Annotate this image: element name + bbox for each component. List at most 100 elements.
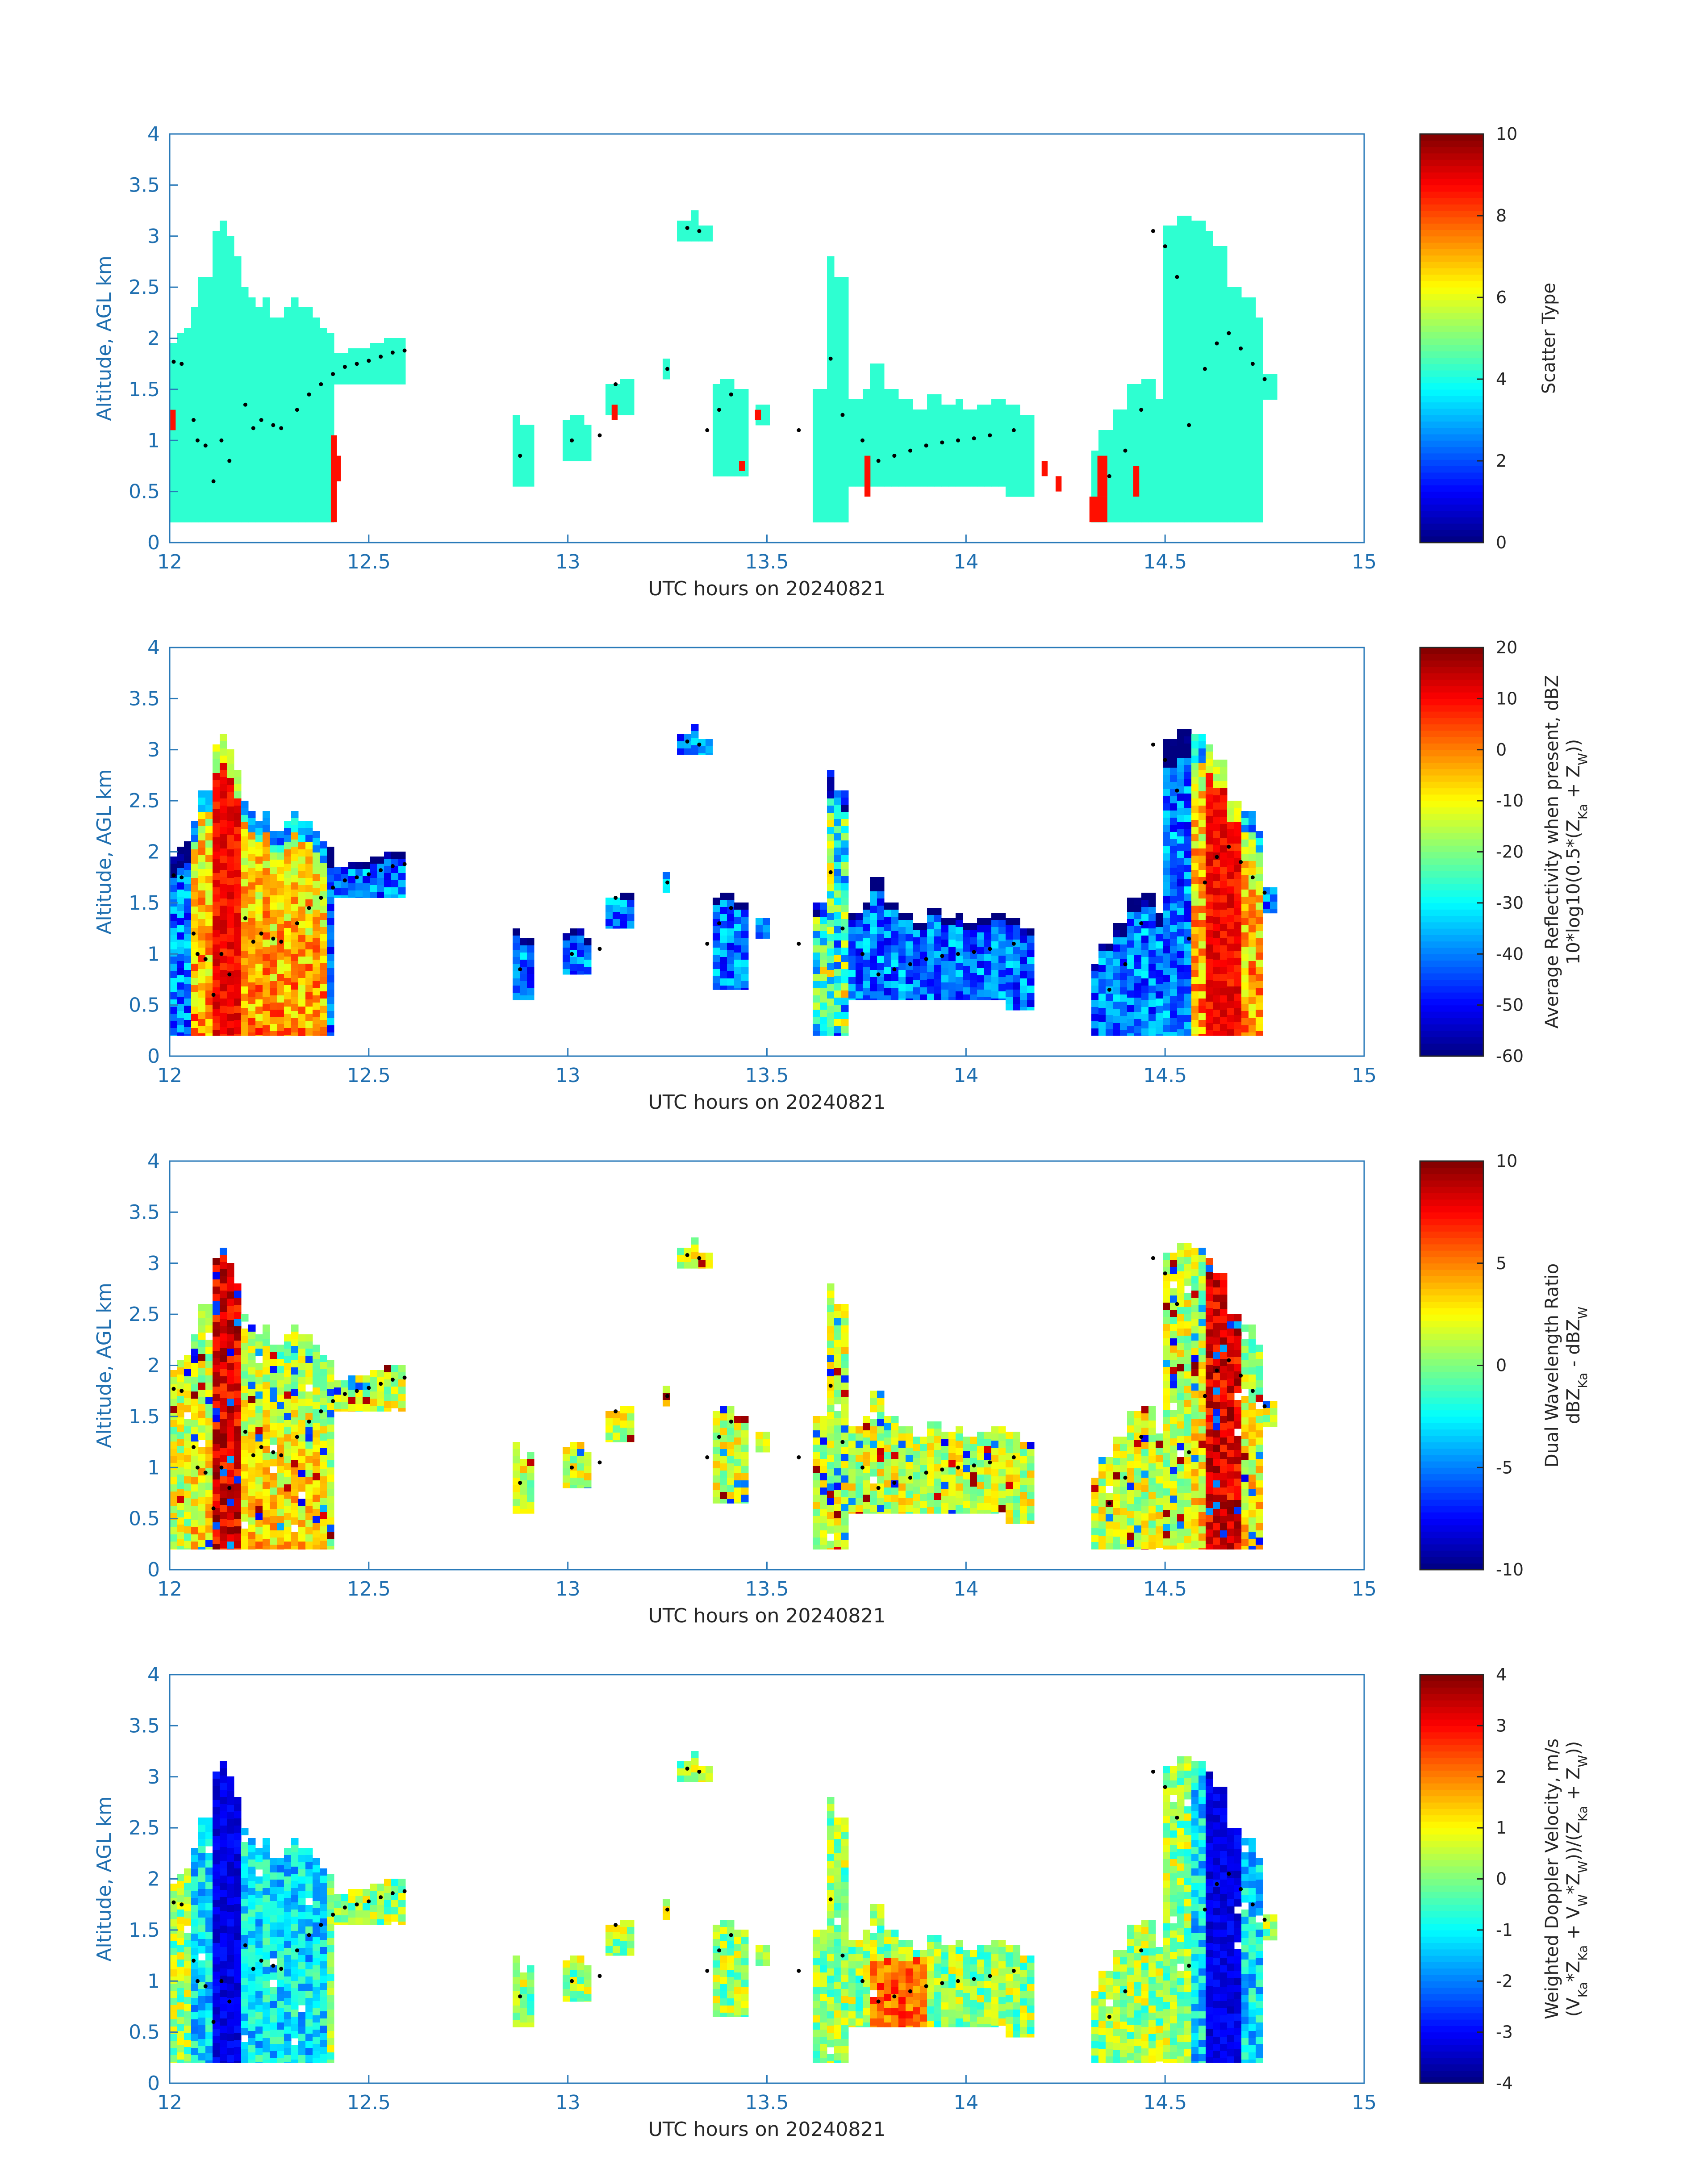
heatmap-cell	[284, 486, 292, 493]
heatmap-cell	[220, 313, 227, 321]
heatmap-cell	[956, 485, 963, 487]
heatmap-cell	[856, 927, 863, 935]
heatmap-cell	[270, 403, 277, 411]
heatmap-cell	[1184, 915, 1192, 923]
heatmap-cell	[998, 421, 1006, 428]
heatmap-cell	[513, 415, 520, 422]
heatmap-cell	[205, 427, 213, 435]
colorbar-swatch	[1420, 536, 1483, 543]
heatmap-cell	[220, 1355, 227, 1362]
x-tick-label: 12	[157, 551, 182, 573]
heatmap-cell	[313, 518, 320, 522]
heatmap-cell	[284, 379, 292, 386]
heatmap-cell	[1113, 474, 1120, 481]
heatmap-cell	[220, 521, 227, 522]
heatmap-cell	[1191, 863, 1199, 870]
heatmap-cell	[191, 892, 199, 900]
heatmap-cell	[970, 452, 977, 460]
heatmap-cell	[813, 503, 820, 511]
melting-layer-dot	[243, 402, 247, 407]
heatmap-cell	[241, 466, 249, 473]
heatmap-cell	[234, 891, 242, 899]
melting-layer-dot	[1011, 941, 1016, 946]
heatmap-cell	[205, 341, 213, 349]
heatmap-cell	[927, 908, 935, 915]
heatmap-cell	[1241, 469, 1249, 476]
heatmap-cell	[998, 406, 1006, 414]
heatmap-cell	[570, 443, 577, 451]
heatmap-cell	[1020, 1007, 1027, 1011]
heatmap-cell	[834, 990, 842, 998]
heatmap-cell	[1170, 961, 1178, 968]
heatmap-cell	[1206, 231, 1213, 238]
heatmap-cells	[170, 210, 1278, 522]
heatmap-cell	[191, 1384, 199, 1392]
heatmap-cell	[1134, 441, 1142, 449]
scatter-type-patch	[611, 405, 618, 420]
heatmap-cell	[1013, 1004, 1020, 1011]
heatmap-cell	[827, 777, 835, 785]
heatmap-cell	[1163, 975, 1170, 982]
heatmap-cell	[198, 890, 206, 898]
heatmap-cell	[698, 746, 706, 754]
heatmap-cell	[1134, 427, 1142, 435]
melting-layer-dot	[1175, 788, 1179, 793]
heatmap-cell	[198, 455, 206, 463]
heatmap-cell	[220, 478, 227, 485]
heatmap-cell	[191, 1499, 199, 1506]
heatmap-cell	[1120, 495, 1128, 503]
heatmap-cell	[734, 389, 742, 397]
heatmap-cell	[220, 392, 227, 400]
heatmap-cell	[198, 1026, 206, 1034]
heatmap-cell	[220, 235, 227, 242]
heatmap-cell	[727, 408, 735, 415]
heatmap-cell	[270, 988, 277, 996]
heatmap-cell	[170, 914, 177, 921]
colorbar-swatch	[1420, 338, 1483, 345]
heatmap-cell	[263, 904, 270, 911]
heatmap-cell	[1199, 442, 1206, 450]
heatmap-cell	[227, 1356, 234, 1363]
heatmap-cell	[827, 471, 835, 478]
heatmap-cell	[284, 1035, 292, 1036]
heatmap-cell	[627, 900, 635, 907]
heatmap-cell	[398, 338, 406, 346]
heatmap-cell	[398, 852, 406, 859]
heatmap-cell	[370, 857, 377, 864]
heatmap-cell	[198, 1418, 206, 1426]
panel-dwr: 12 12.5 13 13.5 14 14.5 1500.511.522.533.54UTC…	[93, 1150, 1590, 1627]
heatmap-cell	[220, 464, 227, 471]
heatmap-cell	[1220, 460, 1228, 468]
heatmap-cell	[1170, 989, 1178, 997]
heatmap-cell	[1148, 429, 1156, 437]
heatmap-cell	[1191, 1027, 1199, 1035]
heatmap-cell	[298, 357, 306, 365]
heatmap-cell	[1184, 380, 1192, 388]
heatmap-cell	[1213, 953, 1220, 960]
heatmap-cell	[298, 871, 306, 878]
heatmap-cell	[198, 1304, 206, 1312]
heatmap-cell	[913, 438, 920, 446]
heatmap-cell	[327, 340, 334, 348]
heatmap-cell	[1241, 1025, 1249, 1033]
heatmap-cell	[284, 364, 292, 372]
colorbar-label: Scatter Type	[1539, 283, 1559, 394]
heatmap-cell	[213, 923, 220, 931]
heatmap-cell	[1091, 986, 1099, 993]
heatmap-cell	[227, 871, 234, 878]
heatmap-cell	[1134, 434, 1142, 442]
heatmap-cell	[1206, 452, 1213, 460]
heatmap-cell	[720, 971, 727, 979]
heatmap-cell	[884, 439, 892, 447]
heatmap-cell	[1213, 988, 1220, 996]
heatmap-cell	[213, 1351, 220, 1358]
heatmap-cell	[827, 913, 835, 920]
heatmap-cell	[1199, 841, 1206, 849]
heatmap-cell	[841, 819, 849, 827]
heatmap-cell	[1127, 520, 1135, 522]
heatmap-cell	[934, 908, 942, 915]
heatmap-cell	[734, 903, 742, 910]
heatmap-cell	[1213, 496, 1220, 504]
heatmap-cell	[184, 1541, 192, 1548]
heatmap-cell	[1148, 914, 1156, 922]
